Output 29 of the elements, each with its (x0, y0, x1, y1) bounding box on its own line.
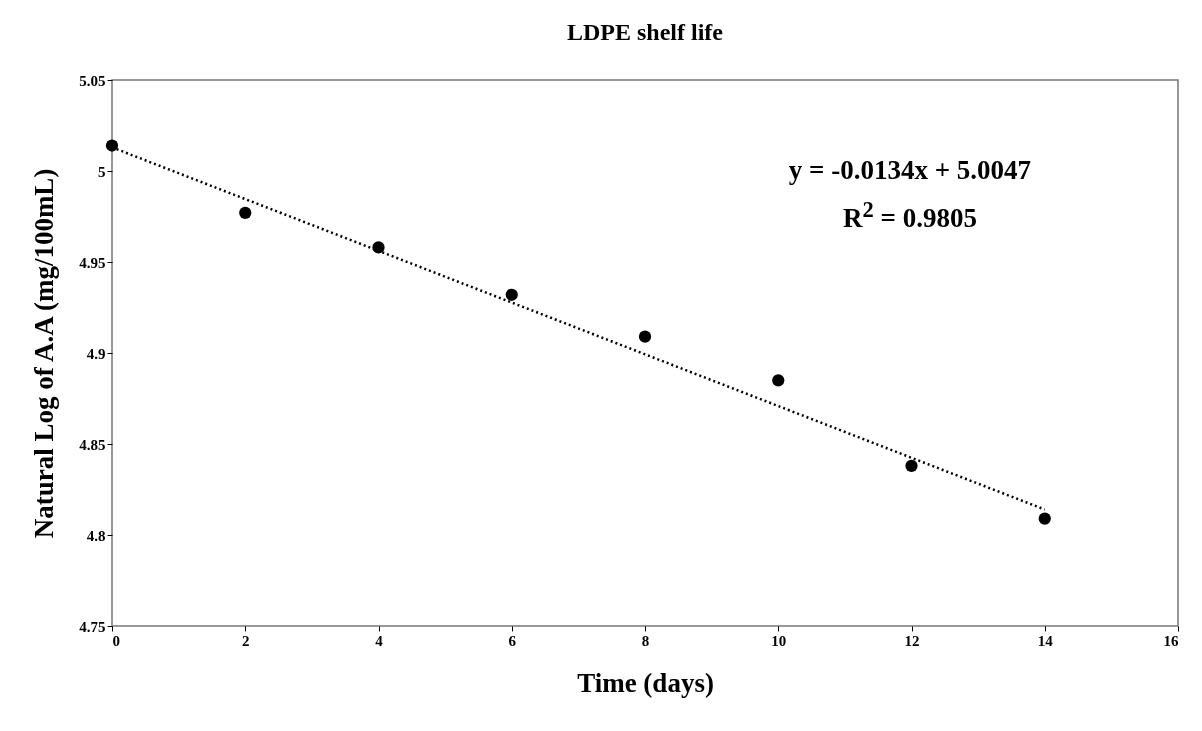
point (372, 241, 385, 254)
x-tick-label: 8 (641, 632, 650, 649)
x-tick-label: 4 (375, 632, 384, 649)
x-tick-label: 14 (1037, 632, 1054, 649)
y-tick-label: 4.8 (86, 527, 106, 544)
x-tick-label: 16 (1163, 632, 1179, 649)
point (1038, 512, 1051, 525)
y-tick-label: 4.95 (79, 254, 106, 271)
point (772, 374, 785, 387)
chart-title: LDPE shelf life (567, 19, 724, 45)
y-tick-label: 4.85 (79, 436, 106, 453)
annotation: R$^{2}$ = 0.9805 (842, 196, 978, 235)
y-tick-label: 4.9 (86, 345, 106, 362)
y-tick-label: 4.75 (79, 618, 106, 635)
annotation: y = -0.0134x + 5.0047 (787, 154, 1033, 187)
x-tick-label: 6 (508, 632, 517, 649)
point (105, 139, 119, 152)
point (239, 206, 252, 219)
x-tick-label: 0 (112, 632, 120, 649)
y-tick-label: 5.05 (79, 72, 106, 89)
point (505, 288, 518, 301)
x-tick-label: 12 (904, 632, 920, 649)
y-axis-title: Natural Log of A.A (mg/100mL) (29, 168, 60, 539)
y-tick-label: 5 (98, 163, 106, 180)
x-tick-label: 2 (242, 632, 250, 649)
point (638, 330, 652, 343)
x-tick-label: 10 (771, 632, 787, 649)
point (905, 459, 918, 472)
x-axis-title: Time (days) (577, 667, 714, 698)
